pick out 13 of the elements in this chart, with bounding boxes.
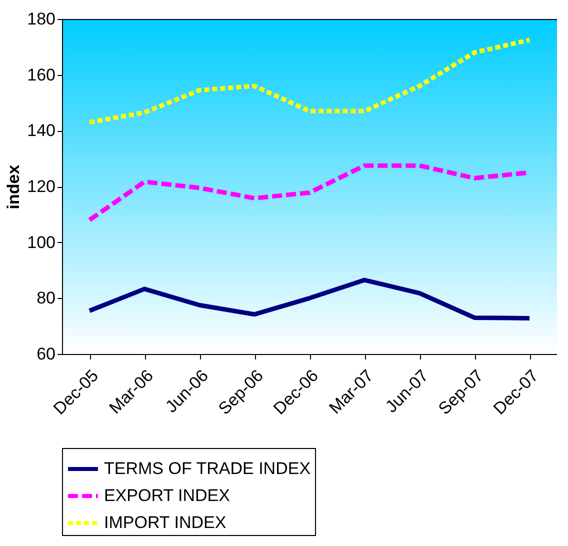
y-tick-label: 180 (27, 10, 56, 28)
y-tick-label: 140 (27, 121, 56, 140)
y-tick-label: 160 (27, 65, 56, 84)
line-series (87, 38, 532, 125)
y-tick-label: 120 (27, 177, 56, 196)
line-series (87, 278, 532, 321)
y-tick-label: 80 (36, 288, 56, 308)
y-axis-title: index (4, 164, 24, 210)
legend-label: IMPORT INDEX (104, 513, 226, 532)
y-tick-label: 100 (27, 232, 56, 252)
y-tick-label: 60 (36, 344, 56, 364)
legend-label: EXPORT INDEX (104, 486, 230, 505)
legend-label: TERMS OF TRADE INDEX (104, 459, 311, 478)
